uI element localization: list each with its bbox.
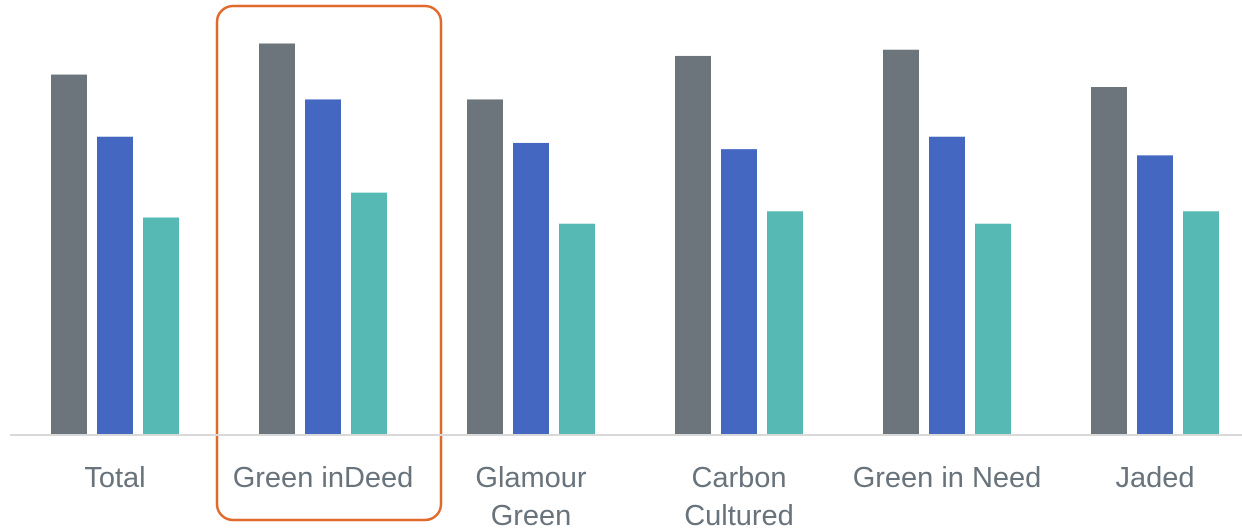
x-axis-tick-labels: Total Green inDeed Glamour Green Carbon Cultu… <box>84 462 1194 529</box>
x-tick-label-line: Jaded <box>1115 462 1194 494</box>
bar-jaded-series-2 <box>1137 155 1173 435</box>
bar-carbon-cultured-series-1 <box>675 55 711 436</box>
bar-total-series-2 <box>97 136 133 435</box>
bar-green-in-need-series-3 <box>975 223 1011 435</box>
x-tick-label-total: Total <box>84 462 145 494</box>
bar-glamour-green-series-1 <box>467 99 503 435</box>
x-tick-label-jaded: Jaded <box>1115 462 1194 494</box>
highlight-layer <box>215 4 443 522</box>
x-tick-label-carbon-cultured: Carbon Cultured <box>684 462 794 529</box>
bar-green-indeed-series-2 <box>305 99 341 435</box>
x-tick-label-line: Glamour <box>475 462 587 494</box>
bar-glamour-green-series-3 <box>559 223 595 435</box>
bar-jaded-series-3 <box>1183 211 1219 435</box>
bars-layer <box>51 43 1219 436</box>
x-tick-label-line: Cultured <box>684 500 794 529</box>
bar-glamour-green-series-2 <box>513 142 549 435</box>
bar-carbon-cultured-series-3 <box>767 211 803 435</box>
x-tick-label-line: Green in Need <box>853 462 1042 494</box>
x-tick-label-glamour-green: Glamour Green <box>475 462 587 529</box>
x-tick-label-green-indeed: Green inDeed <box>233 462 414 494</box>
bar-total-series-3 <box>143 217 179 435</box>
bar-carbon-cultured-series-2 <box>721 149 757 435</box>
bar-green-indeed-series-3 <box>351 192 387 435</box>
bar-green-indeed-series-1 <box>259 43 295 435</box>
x-tick-label-line: Carbon <box>691 462 786 494</box>
bar-total-series-1 <box>51 74 87 436</box>
bar-jaded-series-1 <box>1091 87 1127 435</box>
x-tick-label-line: Green <box>491 500 572 529</box>
x-tick-label-green-in-need: Green in Need <box>853 462 1042 494</box>
highlight-box <box>215 4 443 522</box>
bar-green-in-need-series-2 <box>929 136 965 435</box>
x-tick-label-line: Total <box>84 462 145 494</box>
x-tick-label-line: Green inDeed <box>233 462 414 494</box>
bar-green-in-need-series-1 <box>883 49 919 435</box>
